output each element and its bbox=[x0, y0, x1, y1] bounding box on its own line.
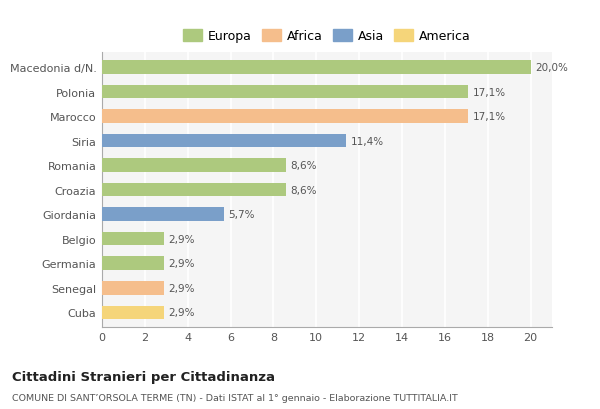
Text: 5,7%: 5,7% bbox=[229, 210, 255, 220]
Bar bbox=[102, 208, 224, 221]
Bar bbox=[102, 184, 286, 197]
Text: Cittadini Stranieri per Cittadinanza: Cittadini Stranieri per Cittadinanza bbox=[12, 370, 275, 383]
Bar bbox=[102, 281, 164, 295]
Text: 17,1%: 17,1% bbox=[473, 112, 506, 122]
Text: 2,9%: 2,9% bbox=[169, 234, 195, 244]
Text: 2,9%: 2,9% bbox=[169, 283, 195, 293]
Bar bbox=[102, 159, 286, 173]
Bar bbox=[102, 61, 530, 74]
Bar bbox=[102, 257, 164, 270]
Text: 2,9%: 2,9% bbox=[169, 308, 195, 317]
Bar bbox=[102, 306, 164, 319]
Text: 2,9%: 2,9% bbox=[169, 258, 195, 269]
Bar bbox=[102, 110, 469, 124]
Bar bbox=[102, 232, 164, 246]
Bar bbox=[102, 85, 469, 99]
Text: 8,6%: 8,6% bbox=[290, 185, 317, 195]
Text: 11,4%: 11,4% bbox=[350, 136, 383, 146]
Bar bbox=[102, 135, 346, 148]
Text: 8,6%: 8,6% bbox=[290, 161, 317, 171]
Text: 17,1%: 17,1% bbox=[473, 88, 506, 97]
Text: COMUNE DI SANT’ORSOLA TERME (TN) - Dati ISTAT al 1° gennaio - Elaborazione TUTTI: COMUNE DI SANT’ORSOLA TERME (TN) - Dati … bbox=[12, 393, 458, 402]
Legend: Europa, Africa, Asia, America: Europa, Africa, Asia, America bbox=[179, 27, 475, 47]
Text: 20,0%: 20,0% bbox=[535, 63, 568, 73]
